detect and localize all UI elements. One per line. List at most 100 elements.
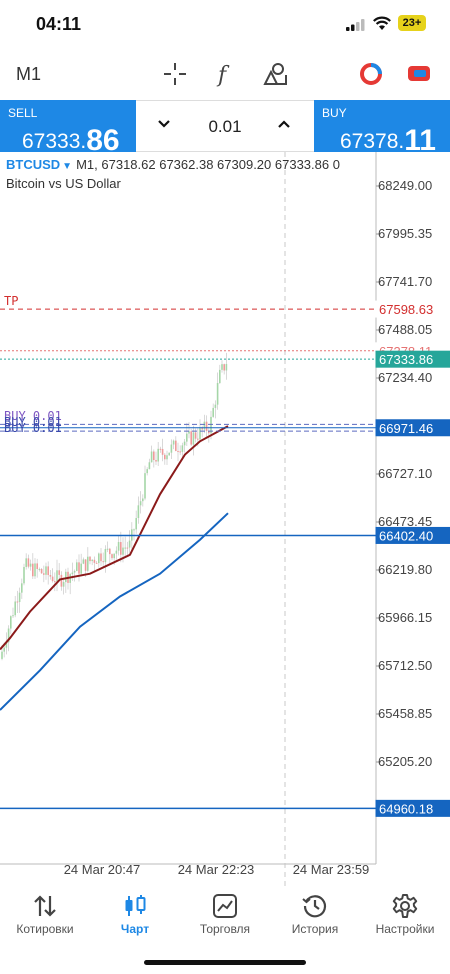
symbol-timeframe: M1, (76, 157, 98, 172)
candle-body (10, 616, 12, 629)
candle-body (71, 572, 74, 575)
candle-body (144, 473, 146, 499)
price-tick-label: 67234.40 (378, 370, 432, 385)
price-tick-label: 65712.50 (378, 658, 432, 673)
take-profit-price-box (375, 300, 450, 318)
time-tick-label: 24 Mar 22:23 (178, 862, 255, 877)
candle-body (27, 558, 30, 567)
candle-body (181, 445, 184, 452)
candle-body (175, 440, 177, 451)
price-tick-label: 65458.85 (378, 706, 432, 721)
horizontal-level-1-price: 66402.40 (379, 528, 433, 543)
status-time: 04:11 (36, 14, 82, 34)
candle-body (197, 438, 199, 440)
price-tick-label: 65966.15 (378, 610, 432, 625)
function-icon[interactable]: f (211, 60, 239, 88)
sell-button[interactable]: SELL 67333.86 (0, 100, 136, 157)
chevron-down-icon[interactable] (156, 116, 172, 132)
candle-body (73, 570, 76, 573)
candle-body (23, 566, 25, 584)
price-tick-label: 66727.10 (378, 466, 432, 481)
sell-price-main: 67333. (22, 130, 87, 153)
nav-history[interactable]: История (270, 888, 360, 948)
candle-body (69, 574, 71, 583)
timeframe-button[interactable]: M1 (16, 64, 42, 84)
buy-button[interactable]: BUY 67378.11 (314, 100, 450, 157)
candle-body (91, 559, 93, 562)
lot-size-value[interactable]: 0.01 (208, 117, 242, 136)
quotes-arrows-icon (34, 895, 56, 917)
candle-body (172, 440, 175, 445)
price-tick-label: 67995.35 (378, 226, 432, 241)
price-tick-label: 68249.00 (378, 178, 432, 193)
candle-body (170, 444, 173, 453)
battery-icon: 23+ (398, 15, 426, 31)
candle-body (155, 460, 157, 462)
crosshair-icon[interactable] (161, 60, 189, 88)
horizontal-level-2-price: 64960.18 (379, 801, 433, 816)
wifi-icon (373, 16, 391, 30)
candle-body (166, 455, 168, 460)
take-profit-label: TP (4, 294, 18, 308)
candle-body (100, 553, 102, 562)
bottom-navigation: Котировки Чарт Торговля История Настройк… (0, 888, 450, 974)
candle-body (139, 501, 142, 506)
candle-body (65, 571, 67, 583)
trade-chart-icon (213, 894, 237, 918)
symbol-description: Bitcoin vs US Dollar (6, 176, 121, 191)
candle-body (124, 547, 126, 549)
moving-average-slow (0, 512, 229, 711)
symbol-name[interactable]: BTCUSD (6, 157, 61, 172)
candle-body (80, 563, 82, 574)
account-icon[interactable] (357, 60, 385, 88)
buy-label: BUY (322, 106, 347, 120)
buy-order-label: BUY 0.01 (4, 409, 62, 423)
objects-icon[interactable] (261, 60, 289, 88)
candle-body (221, 364, 223, 370)
candle-body (137, 505, 140, 519)
chevron-up-icon[interactable] (276, 116, 292, 132)
candle-body (76, 562, 78, 571)
take-profit-price: 67598.63 (379, 302, 433, 317)
bid-price: 67333.86 (379, 352, 433, 367)
candle-body (32, 563, 34, 577)
candle-body (188, 431, 190, 434)
chart-canvas[interactable]: 68249.00 67995.35 67741.70 67488.05 67234.40… (0, 152, 450, 888)
candle-body (60, 574, 63, 587)
candle-body (122, 547, 124, 555)
sell-price-big: 86 (86, 124, 120, 157)
candle-body (146, 469, 148, 474)
candle-body (82, 559, 85, 564)
candle-body (98, 553, 100, 564)
candle-body (179, 451, 181, 453)
candle-body (148, 462, 151, 470)
candle-body (93, 559, 96, 563)
history-clock-icon (302, 895, 327, 918)
candle-body (192, 432, 195, 445)
nav-chart-label: Чарт (120, 922, 150, 936)
candle-body (216, 382, 219, 405)
one-click-trade-panel: SELL 67333.86 0.01 BUY 67378.11 (0, 100, 450, 157)
symbol-info: BTCUSD ▼ M1, 67318.62 67362.38 67309.20 67… (6, 157, 340, 172)
price-tick-label: 66219.80 (378, 562, 432, 577)
candle-body (115, 550, 118, 554)
candle-body (142, 498, 144, 502)
candle-body (214, 404, 217, 408)
moving-average-fast (0, 425, 229, 651)
nav-trade[interactable]: Торговля (180, 888, 270, 948)
price-chart[interactable]: 68249.00 67995.35 67741.70 67488.05 67234.40… (0, 152, 450, 888)
nav-chart[interactable]: Чарт (90, 888, 180, 948)
candle-body (89, 556, 91, 562)
buy-price-main: 67378. (340, 130, 405, 153)
nav-quotes[interactable]: Котировки (0, 888, 90, 948)
candle-body (7, 628, 10, 643)
chat-icon[interactable] (405, 60, 433, 88)
nav-settings-label: Настройки (375, 922, 435, 936)
position-price: 66971.46 (379, 421, 433, 436)
nav-settings[interactable]: Настройки (360, 888, 450, 948)
candle-body (1, 651, 3, 659)
candle-body (190, 431, 192, 445)
nav-trade-label: Торговля (199, 922, 251, 936)
symbol-dropdown-icon[interactable]: ▼ (62, 161, 73, 172)
candle-body (201, 427, 203, 430)
